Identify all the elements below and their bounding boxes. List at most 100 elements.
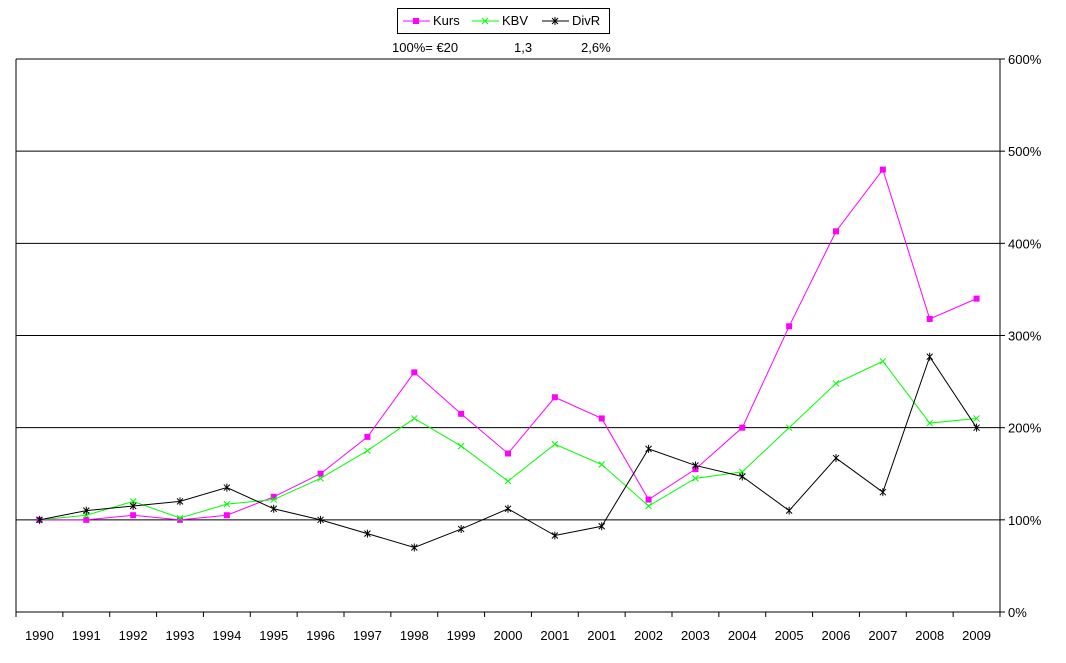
y-tick-label: 0%	[1008, 605, 1027, 620]
y-tick-label: 500%	[1008, 144, 1042, 159]
x-tick-label: 2001	[587, 628, 616, 643]
legend-label-kbv: KBV	[502, 13, 529, 28]
point-divr	[504, 504, 512, 513]
point-kurs	[223, 512, 230, 519]
point-kbv	[973, 415, 980, 422]
point-kbv	[785, 424, 793, 432]
point-kbv	[364, 447, 371, 455]
legend-label-kurs: Kurs	[433, 13, 460, 28]
point-kurs	[458, 410, 465, 417]
point-kurs	[270, 493, 277, 500]
base-note-kurs: 100%= €20	[392, 40, 459, 55]
point-kbv	[457, 442, 465, 450]
x-tick-label: 1999	[447, 628, 476, 643]
point-divr	[223, 483, 231, 492]
point-kurs	[973, 295, 980, 302]
x-tick-label: 1991	[72, 628, 101, 643]
x-tick-label: 2007	[868, 628, 897, 643]
point-kbv	[317, 475, 324, 482]
point-divr	[317, 515, 324, 524]
point-kurs	[317, 470, 324, 477]
point-kbv	[832, 380, 840, 387]
point-kurs	[177, 516, 183, 523]
point-kbv	[551, 440, 559, 448]
y-tick-label: 400%	[1008, 236, 1042, 251]
legend-marker-kurs	[413, 18, 419, 24]
point-divr	[457, 525, 465, 534]
x-tick-label: 2004	[728, 628, 757, 643]
point-divr	[879, 488, 887, 497]
point-divr	[410, 543, 418, 552]
point-kurs	[879, 166, 886, 173]
y-tick-label: 100%	[1008, 513, 1042, 528]
x-tick-label: 1992	[119, 628, 148, 643]
y-tick-label: 600%	[1008, 52, 1042, 67]
x-tick-label: 1993	[166, 628, 195, 643]
x-tick-label: 2006	[822, 628, 851, 643]
point-kbv	[692, 475, 699, 482]
y-tick-label: 300%	[1008, 329, 1042, 344]
y-tick-label: 200%	[1008, 421, 1042, 436]
point-kbv	[504, 477, 512, 485]
x-tick-label: 2009	[962, 628, 991, 643]
x-tick-label: 2003	[681, 628, 710, 643]
point-divr	[176, 497, 184, 506]
point-kurs	[786, 323, 793, 330]
point-kurs	[739, 424, 746, 431]
point-kurs	[551, 394, 558, 401]
series-line-kbv	[39, 360, 977, 521]
point-kurs	[833, 228, 839, 235]
point-divr	[692, 461, 699, 470]
base-note-kbv: 1,3	[514, 40, 533, 55]
point-kbv	[410, 415, 418, 422]
point-divr	[973, 423, 980, 432]
x-tick-label: 1994	[212, 628, 241, 643]
point-divr	[270, 504, 278, 513]
x-tick-label: 2000	[494, 628, 523, 643]
point-kbv	[270, 496, 278, 503]
point-divr	[364, 529, 371, 538]
point-kurs	[411, 369, 418, 376]
y-tick-labels: 0% 100% 200% 300% 400% 500% 600%	[1008, 52, 1042, 620]
x-tick-label: 1995	[259, 628, 288, 643]
axes	[15, 58, 1005, 617]
point-divr	[785, 506, 793, 515]
point-divr	[129, 502, 137, 511]
point-divr	[926, 352, 934, 361]
point-divr	[598, 522, 606, 531]
x-tick-label: 2008	[915, 628, 944, 643]
legend-markers	[403, 17, 569, 25]
legend-marker-divr	[551, 17, 559, 25]
point-divr	[832, 454, 840, 463]
x-tick-label: 2001	[540, 628, 569, 643]
point-kurs	[505, 450, 511, 457]
point-divr	[551, 531, 559, 540]
x-tick-label: 2005	[775, 628, 804, 643]
series-lines	[36, 166, 980, 552]
x-tick-labels: 1990 1991 1992 1993 1994 1995 1996 1997 1998 1999…	[25, 628, 991, 643]
point-kurs	[645, 496, 652, 503]
point-divr	[645, 444, 652, 453]
point-divr	[82, 506, 90, 515]
point-kbv	[223, 500, 231, 508]
x-tick-label: 2002	[634, 628, 663, 643]
point-kurs	[130, 512, 137, 519]
gridlines	[16, 58, 1000, 521]
x-tick-label: 1996	[306, 628, 335, 643]
point-kbv	[176, 514, 184, 522]
series-line-kurs	[39, 168, 977, 521]
x-tick-label: 1997	[353, 628, 382, 643]
point-kurs	[364, 433, 371, 440]
point-kbv	[598, 461, 606, 468]
point-kurs	[598, 415, 605, 422]
point-divr	[738, 472, 746, 481]
legend-marker-kbv	[481, 17, 489, 25]
point-kbv	[645, 502, 652, 510]
point-kurs	[926, 315, 933, 322]
legend: Kurs KBV DivR	[397, 8, 610, 34]
base-note-divr: 2,6%	[581, 40, 611, 55]
legend-label-divr: DivR	[572, 13, 601, 28]
x-tick-label: 1990	[25, 628, 54, 643]
point-kbv	[879, 357, 887, 365]
